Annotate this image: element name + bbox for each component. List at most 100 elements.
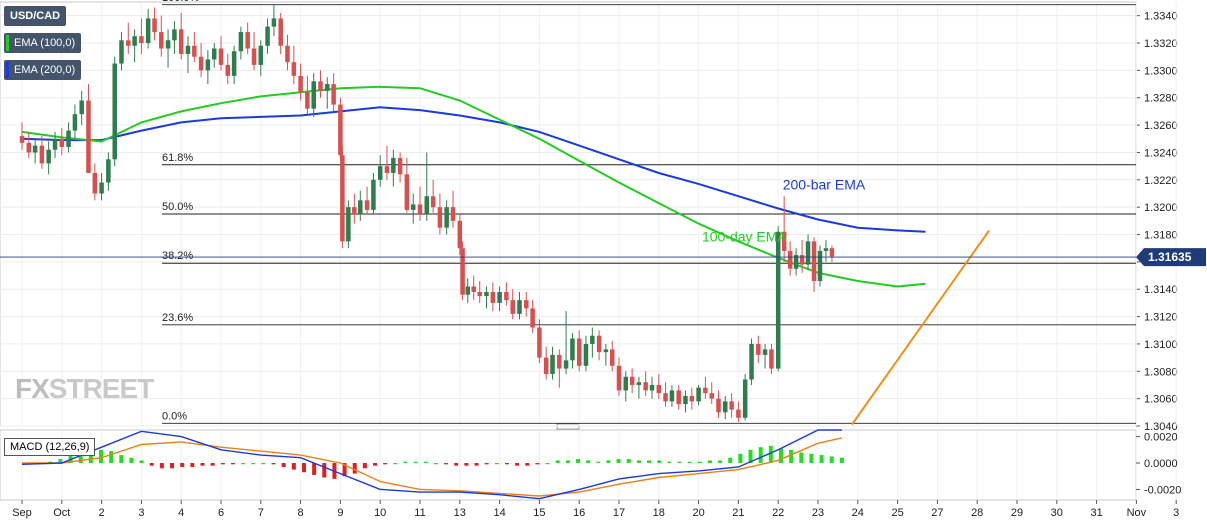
macd-histogram-bar	[261, 463, 266, 465]
macd-histogram-bar	[271, 463, 276, 465]
time-tick-label: 10	[374, 507, 386, 519]
candle-up	[265, 26, 270, 46]
candle-up	[238, 32, 244, 52]
time-tick-label: 2	[99, 507, 105, 519]
candle-up	[410, 204, 416, 210]
fib-label: 50.0%	[162, 201, 193, 213]
candle-up	[484, 291, 489, 297]
candle-up	[444, 207, 449, 228]
candle-down	[490, 291, 496, 303]
macd-histogram-bar	[484, 463, 489, 465]
macd-histogram-bar	[403, 461, 408, 464]
candle-down	[557, 354, 562, 369]
candle-up	[749, 343, 754, 380]
macd-signal-line	[22, 437, 843, 497]
candle-down	[609, 349, 615, 366]
candle-down	[285, 45, 290, 63]
macd-histogram-bar	[281, 463, 286, 467]
candle-down	[39, 145, 45, 164]
candle-down	[92, 172, 98, 194]
candle-down	[192, 45, 197, 57]
macd-histogram-bar	[626, 459, 631, 464]
candle-down	[756, 343, 761, 355]
candle-up	[165, 40, 171, 49]
macd-histogram-bar	[809, 453, 814, 464]
ema200-legend-text: EMA (200,0)	[14, 64, 76, 76]
candle-down	[198, 56, 204, 71]
macd-histogram-bar	[291, 463, 296, 470]
macd-histogram-bar	[535, 463, 540, 465]
fib-label: 38.2%	[162, 250, 193, 262]
macd-histogram-bar	[78, 452, 83, 464]
candle-down	[152, 18, 157, 33]
macd-histogram-bar	[200, 463, 205, 466]
macd-histogram-bar	[109, 451, 114, 464]
candle-down	[331, 84, 336, 105]
candle-down	[689, 395, 695, 402]
fib-label: 0.0%	[162, 410, 187, 422]
candle-up	[550, 354, 555, 375]
candle-down	[729, 401, 734, 410]
macd-histogram-bar	[58, 459, 63, 464]
macd-histogram-bar	[444, 463, 449, 465]
candle-up	[603, 349, 609, 353]
price-tick-label: 1.3040	[1144, 421, 1178, 433]
macd-histogram-bar	[301, 463, 306, 473]
macd-histogram-bar	[576, 459, 581, 464]
candle-down	[799, 255, 805, 265]
macd-histogram-bar	[504, 463, 509, 465]
candle-down	[716, 398, 721, 413]
candle-up	[371, 179, 376, 210]
time-tick-label: 18	[653, 507, 665, 519]
candle-up	[570, 338, 575, 361]
macd-histogram-bar	[251, 463, 256, 465]
support-trendline	[851, 229, 990, 426]
candle-down	[352, 207, 357, 214]
candle-down	[338, 104, 343, 156]
macd-histogram-bar	[636, 460, 641, 464]
candle-down	[524, 300, 529, 309]
time-tick-label: 23	[812, 507, 824, 519]
macd-histogram-bar	[230, 463, 235, 465]
candle-down	[139, 36, 144, 44]
candle-down	[676, 390, 681, 405]
candle-down	[616, 365, 622, 391]
macd-line	[21, 429, 842, 500]
candle-up	[696, 387, 701, 402]
candle-down	[781, 231, 787, 251]
candle-up	[517, 300, 522, 314]
candle-up	[793, 255, 799, 269]
macd-histogram-bar	[494, 463, 499, 465]
macd-histogram-bar	[241, 463, 246, 465]
candle-down	[769, 349, 774, 369]
macd-histogram-bar	[159, 463, 164, 469]
macd-histogram-bar	[99, 449, 104, 464]
macd-histogram-bar	[393, 463, 398, 465]
macd-label: MACD (12,26,9)	[4, 438, 96, 456]
macd-histogram-bar	[667, 461, 672, 464]
price-tick-label: 1.3280	[1144, 93, 1178, 105]
candle-down	[510, 300, 515, 314]
macd-histogram-bar	[149, 463, 154, 466]
price-tick-label: 1.3320	[1144, 38, 1178, 50]
candle-down	[811, 241, 817, 282]
candle-down	[159, 32, 164, 49]
candle-up	[391, 157, 396, 173]
macd-histogram-bar	[464, 463, 469, 466]
time-tick-label: 13	[454, 507, 466, 519]
candle-down	[26, 142, 32, 153]
candle-down	[404, 174, 410, 210]
macd-histogram-bar	[474, 463, 479, 466]
candle-up	[775, 231, 781, 369]
candle-up	[817, 250, 823, 282]
candle-up	[52, 138, 58, 150]
candle-up	[72, 114, 78, 131]
macd-histogram-bar	[515, 463, 520, 466]
candle-down	[417, 204, 423, 214]
candle-down	[278, 18, 283, 46]
candle-down	[543, 357, 549, 375]
macd-histogram-bar	[129, 457, 134, 464]
macd-histogram-bar	[139, 460, 144, 464]
time-tick-label: 31	[1090, 507, 1102, 519]
candle-down	[736, 409, 741, 418]
